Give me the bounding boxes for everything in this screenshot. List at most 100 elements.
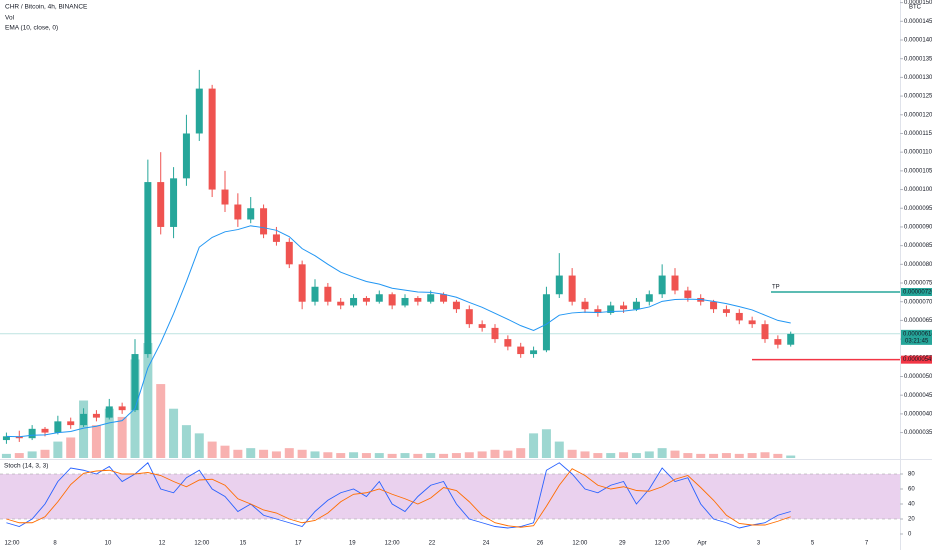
candle-body [517,346,525,355]
candle-body [658,275,666,295]
candle-body [234,204,242,220]
candle-body [620,305,628,310]
ema-line [6,225,791,438]
candle-body [465,309,473,325]
candle-body [362,297,370,302]
volume-bar [169,408,179,458]
volume-bar [786,455,796,458]
candle-body [92,413,100,418]
y-tick-label: 0 [908,532,912,538]
x-tick-label: 15 [240,541,247,547]
volume-bar [529,433,539,458]
volume-bar [413,453,423,458]
candle-body [324,286,332,302]
candle-body [208,88,216,190]
x-tick-label: 26 [537,541,544,547]
y-tick-label: 60 [908,487,915,493]
volume-bar [79,400,89,458]
volume-bar [400,453,410,458]
candle-body [478,324,486,328]
x-tick-label: 12:00 [385,541,401,547]
x-tick-label: 17 [295,541,302,547]
volume-bar [53,441,63,458]
candle-body [2,436,10,441]
volume-bar [233,449,243,458]
candle-body [504,339,512,347]
candle-body [414,297,422,302]
candle-body [15,436,23,439]
candle-body [195,88,203,134]
x-tick-label: 10 [105,541,112,547]
volume-bar [490,449,500,458]
volume-bar [541,429,551,458]
candle-body [272,234,280,242]
candle-body [247,208,255,220]
candle-body [491,327,499,340]
candle-body [311,286,319,302]
volume-bar [644,451,654,458]
candle-body [761,324,769,340]
volume-bar [40,449,50,458]
x-tick-label: 19 [349,541,356,547]
candle-body [80,413,88,426]
candle-body [452,301,460,310]
candle-body [722,309,730,313]
level-tag [901,287,932,296]
x-tick-label: 12 [159,541,166,547]
candle-body [645,294,653,302]
candle-body [105,406,113,418]
chart-title: CHR / Bitcoin, 4h, BINANCE [5,4,88,11]
x-tick-label: 12:00 [572,541,588,547]
candle-body [260,208,268,235]
candle-body [735,312,743,321]
candle-body [144,182,152,355]
volume-bar [516,448,526,458]
candle-body [54,421,62,433]
volume-bar [670,450,680,458]
stoch-line [6,468,791,528]
volume-bar [657,448,667,458]
candle-body [298,264,306,302]
x-tick-label: 24 [483,541,490,547]
candle-body [182,133,190,179]
volume-bar [631,453,641,458]
volume-bar [27,451,37,458]
volume-bar [606,453,616,458]
x-tick-label: 12:00 [194,541,210,547]
candle-body [542,294,550,351]
volume-bar [593,453,603,458]
volume-bar [696,453,706,458]
level-label: 0.00000726 [903,290,932,296]
volume-label: Vol [5,15,15,22]
candle-body [607,305,615,313]
x-tick-label: 22 [429,541,436,547]
volume-bar [297,449,307,458]
volume-bar [246,448,256,458]
level-name: TP [772,285,780,291]
candle-body [157,182,165,227]
volume-bar [721,453,731,458]
volume-bar [361,453,371,458]
last-price-label: 0.00000614 [903,331,932,337]
volume-bar [580,451,590,458]
ema-label: EMA (10, close, 0) [5,25,58,32]
volume-bar [156,384,166,458]
axis-unit: BTC [909,5,922,11]
candle-body [388,294,396,306]
volume-bar [310,451,320,458]
volume-bar [336,453,346,458]
stoch-line [6,462,791,529]
